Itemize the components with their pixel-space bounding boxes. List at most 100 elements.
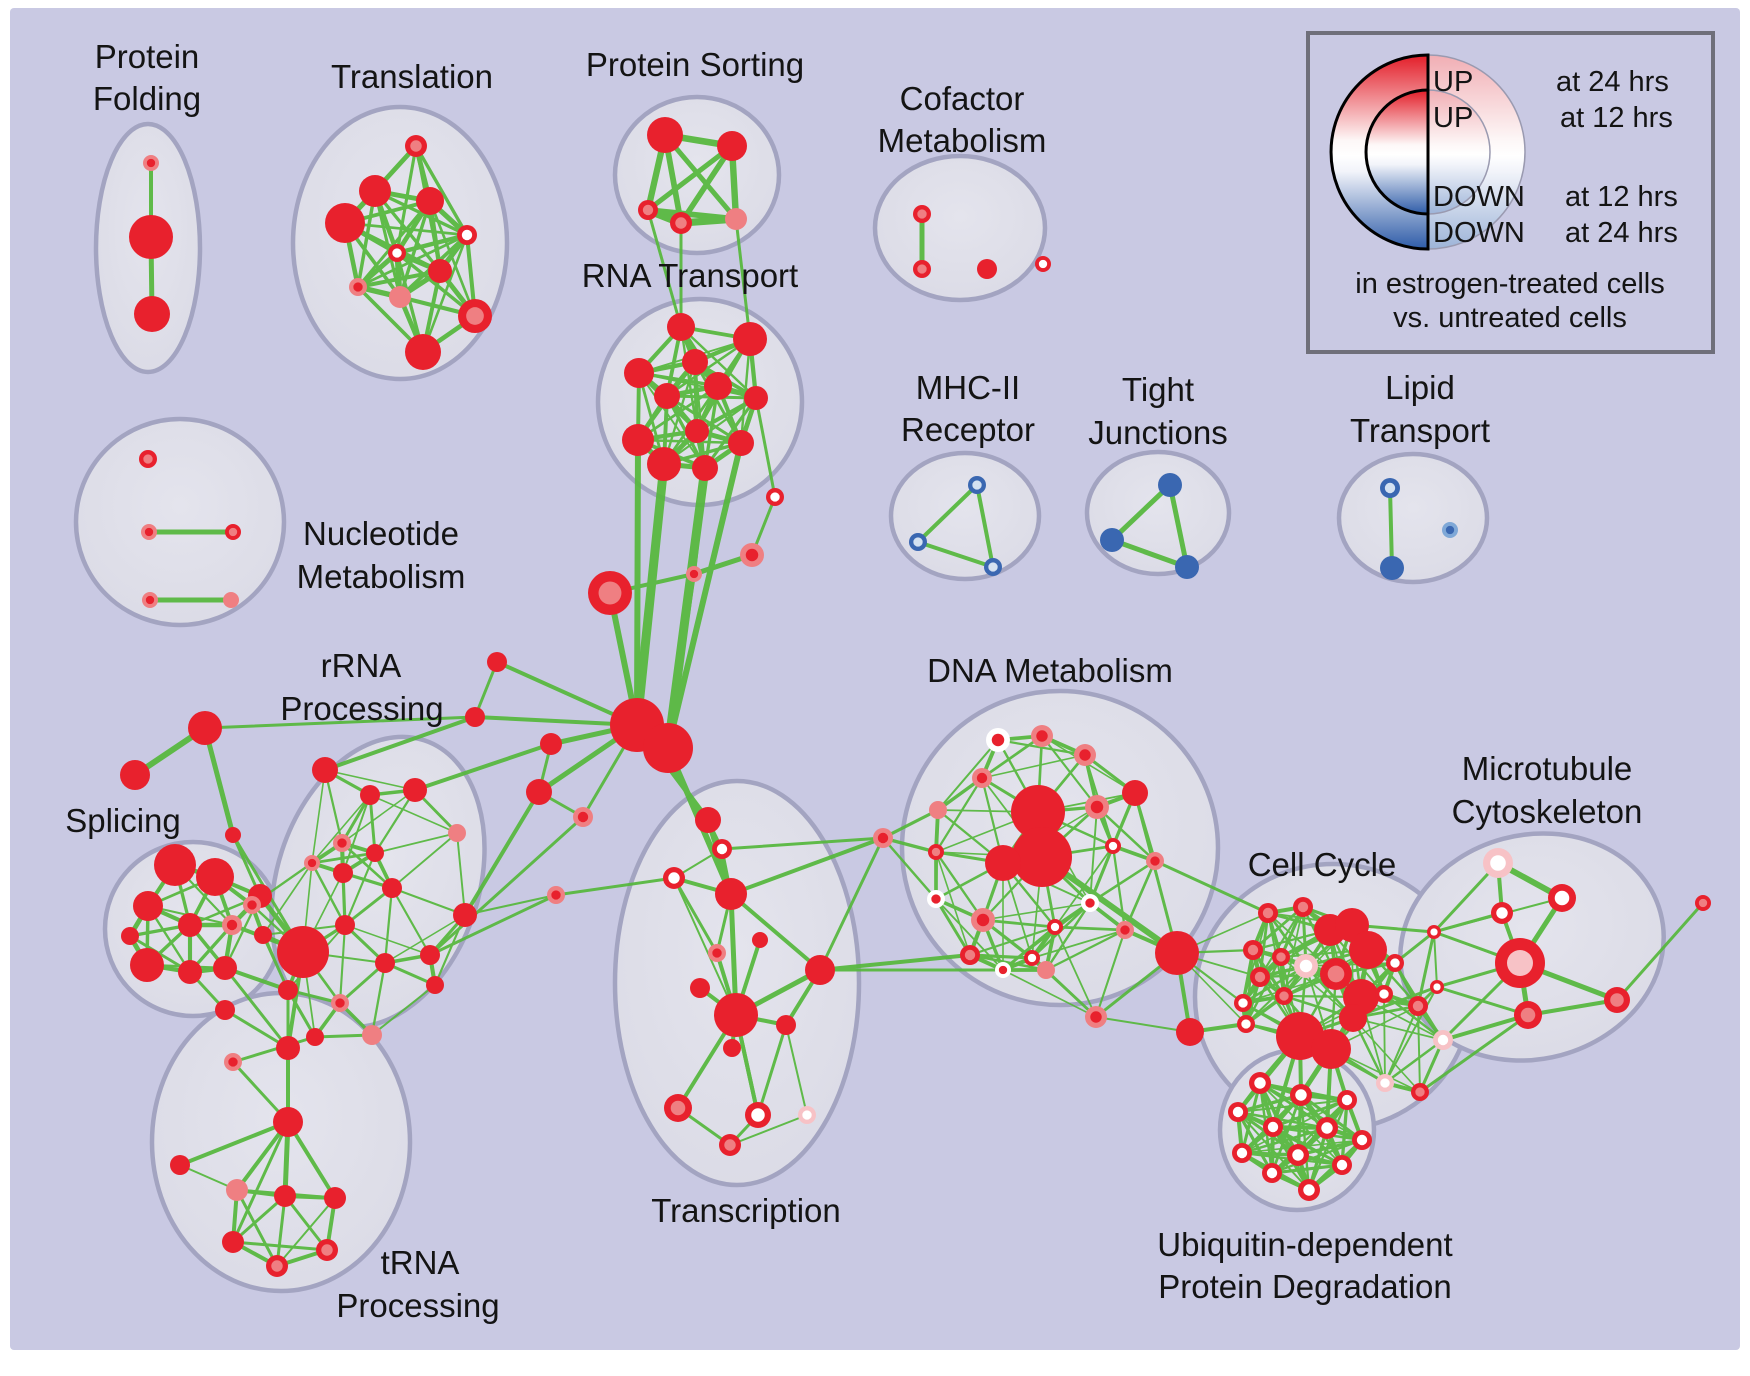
node-cell_cycle-13-core xyxy=(1279,991,1289,1001)
node-nucleotide-1-core xyxy=(144,527,154,537)
node-translation-6 xyxy=(428,259,452,283)
edge-dna xyxy=(1095,1016,1191,1033)
node-ubiquitin-2-core xyxy=(1341,1094,1353,1106)
edge-dna xyxy=(1094,928,1127,1019)
label-translation-0: Translation xyxy=(331,58,493,95)
node-tight_junctions-1 xyxy=(1100,528,1124,552)
node-cell_cycle-11-core xyxy=(1254,971,1266,983)
node-transcription-13-core xyxy=(802,1110,812,1120)
label-protein_folding-1: Folding xyxy=(93,80,201,117)
node-splicing-4-core xyxy=(226,919,238,931)
node-dna-18-core xyxy=(1120,925,1130,935)
edge-dna xyxy=(968,953,1048,972)
node-rrna-11 xyxy=(277,926,329,978)
label-rrna-0: rRNA xyxy=(321,647,402,684)
edge-link xyxy=(720,836,885,851)
node-ubiquitin-5-core xyxy=(1321,1122,1333,1134)
node-microtubule-6-core xyxy=(1610,993,1624,1007)
legend-ring-inner-left xyxy=(1364,88,1430,216)
node-conn-1-core xyxy=(745,548,759,562)
node-ubiquitin-8-core xyxy=(1292,1149,1304,1161)
node-splicing-6 xyxy=(178,960,202,984)
edge-trna xyxy=(276,1197,336,1267)
node-rrna-7 xyxy=(382,878,402,898)
node-cell_cycle-8-core xyxy=(1299,959,1313,973)
edge-dna xyxy=(968,925,1057,957)
node-cell_cycle-12-core xyxy=(1238,998,1248,1008)
edge-translation xyxy=(356,189,377,289)
label-splicing-0: Splicing xyxy=(65,802,181,839)
edge-dna xyxy=(1044,968,1098,1019)
edge-link xyxy=(754,396,777,499)
edge-link xyxy=(646,208,683,329)
edge-microtubule xyxy=(1615,901,1705,1002)
node-splicing-3 xyxy=(178,913,202,937)
edge-rrna xyxy=(384,914,466,964)
edge-dna xyxy=(935,851,971,956)
node-trna-9-core xyxy=(321,1244,333,1256)
node-protein_sorting-3-core xyxy=(675,217,687,229)
edge-transcription xyxy=(729,1114,808,1146)
node-cell_cycle-21-core xyxy=(1437,1034,1449,1046)
edge-transcription xyxy=(673,877,737,1016)
node-protein_folding-1 xyxy=(129,215,173,259)
node-translation-4-core xyxy=(461,229,473,241)
edge-rrna xyxy=(338,961,387,1005)
edge-link xyxy=(818,836,885,972)
node-rna_transport-10 xyxy=(647,447,681,481)
node-protein_sorting-0 xyxy=(647,117,683,153)
label-ubiquitin-0: Ubiquitin-dependent xyxy=(1157,1226,1452,1263)
edge-cell_cycle xyxy=(1244,948,1255,1026)
node-conn-2-core xyxy=(598,581,622,605)
node-translation-9-core xyxy=(466,307,484,325)
node-trna-10-core xyxy=(271,1260,283,1272)
node-transcription-9 xyxy=(776,1015,796,1035)
node-translation-1 xyxy=(359,175,391,207)
edge-rrna xyxy=(344,924,431,956)
edge-dna xyxy=(881,836,938,901)
edge-link xyxy=(464,894,557,916)
edge-microtubule xyxy=(1432,861,1500,934)
node-transcription-14-core xyxy=(724,1139,736,1151)
node-transcription-3 xyxy=(715,878,747,910)
node-protein_sorting-4 xyxy=(725,208,747,230)
edge-dna xyxy=(934,897,972,957)
node-dna-9 xyxy=(1011,785,1065,839)
node-cell_cycle-18-core xyxy=(1390,958,1400,968)
node-dna-0-core xyxy=(991,733,1005,747)
edge-dna xyxy=(981,754,1086,779)
node-dna-24 xyxy=(1176,1018,1204,1046)
edge-dna xyxy=(1054,926,1097,1018)
edge-transcription xyxy=(729,892,822,972)
edge-ubiquitin xyxy=(1270,1163,1344,1175)
node-rna_transport-9 xyxy=(728,430,754,456)
legend-time-1: at 12 hrs xyxy=(1560,102,1673,134)
node-ubiquitin-9-core xyxy=(1336,1159,1348,1171)
node-rna_transport-6 xyxy=(744,386,768,410)
legend-note-1: vs. untreated cells xyxy=(1393,302,1627,334)
edge-cell_cycle xyxy=(1352,1017,1444,1041)
node-transcription-7 xyxy=(714,993,758,1037)
edge-rrna xyxy=(261,933,290,992)
node-cofactor-2 xyxy=(977,259,997,279)
node-dna-1-core xyxy=(1036,730,1048,742)
node-translation-3 xyxy=(325,203,365,243)
node-tight_junctions-0 xyxy=(1158,473,1182,497)
node-cell_cycle-2-core xyxy=(1297,901,1309,913)
node-mhc-1-core xyxy=(913,537,923,547)
node-transcription-0 xyxy=(695,807,721,833)
legend-time-3: at 24 hrs xyxy=(1565,217,1678,249)
edge-translation xyxy=(394,232,470,256)
edge-rna_transport xyxy=(636,384,720,442)
edge-trna xyxy=(275,1194,287,1268)
label-microtubule-1: Cytoskeleton xyxy=(1452,793,1643,830)
node-dna-6 xyxy=(1122,780,1148,806)
legend-dir-1: UP xyxy=(1433,102,1473,134)
edge-cell_cycle xyxy=(1280,956,1354,1019)
edge-cell_cycle xyxy=(1383,1004,1420,1085)
label-rna_transport-0: RNA Transport xyxy=(582,257,798,294)
node-trna-1 xyxy=(276,1036,300,1060)
node-transcription-1-core xyxy=(716,843,728,855)
label-trna-1: Processing xyxy=(336,1287,499,1324)
edge-ubiquitin xyxy=(1270,1138,1364,1175)
